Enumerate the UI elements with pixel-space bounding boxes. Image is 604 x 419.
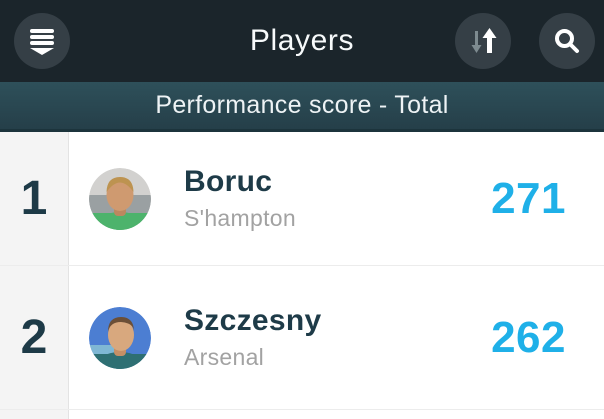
sort-button[interactable]: [455, 13, 511, 69]
stat-category-label: Performance score - Total: [155, 91, 449, 119]
top-navigation-bar: Players: [0, 0, 604, 82]
player-info: Szczesny Arsenal: [184, 304, 321, 371]
player-info: Boruc S'hampton: [184, 165, 296, 232]
filter-menu-icon: [29, 28, 55, 55]
player-name: Szczesny: [184, 304, 322, 337]
search-icon: [553, 27, 581, 55]
filter-menu-button[interactable]: [14, 13, 70, 69]
rank-number: 1: [20, 172, 48, 225]
player-avatar-szczesny: [89, 306, 151, 369]
player-score: 271: [491, 173, 566, 223]
player-row-1[interactable]: 1 Boruc S'hampton: [0, 132, 604, 266]
top-bar-actions: [455, 13, 595, 69]
sort-arrows-icon: [468, 26, 498, 56]
player-score: 262: [491, 312, 566, 362]
search-button[interactable]: [539, 13, 595, 69]
player-avatar-boruc: [89, 167, 151, 230]
player-team: Arsenal: [184, 344, 265, 370]
rank-number: 2: [20, 311, 48, 364]
player-team: S'hampton: [184, 205, 296, 231]
player-name: Boruc: [184, 165, 273, 198]
player-row-2[interactable]: 2 Szczesny Arsenal: [0, 266, 604, 410]
stat-category-bar: Performance score - Total: [0, 82, 604, 132]
player-list: 1 Boruc S'hampton: [0, 132, 604, 419]
